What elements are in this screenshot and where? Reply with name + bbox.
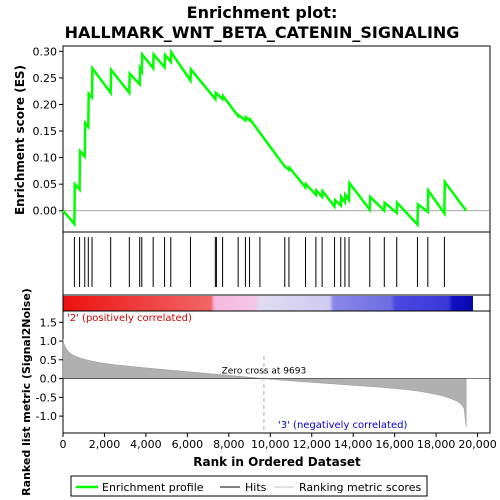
es-y-tick-label: 0.20 [33, 98, 58, 111]
legend: Enrichment profile Hits Ranking metric s… [70, 475, 428, 497]
hits-panel [62, 231, 491, 296]
metric-y-tick-label: -1.0 [36, 410, 57, 423]
negative-correlated-label: '3' (negatively correlated) [278, 420, 407, 431]
metric-y-axis-label: Ranked list metric (Signal2Noise) [20, 288, 33, 496]
es-y-tick-label: 0.30 [33, 45, 58, 58]
metric-panel: Zero cross at 9693 '2' (positively corre… [20, 288, 497, 496]
zero-cross-label: Zero cross at 9693 [222, 367, 307, 377]
x-tick-label: 16,000 [375, 438, 414, 451]
es-y-tick-label: 0.05 [33, 178, 58, 191]
es-panel-frame [62, 45, 491, 233]
ranking-metric-area [62, 339, 467, 428]
legend-frame [70, 475, 428, 497]
es-y-tick-label: 0.10 [33, 152, 58, 165]
rank-colorbar-strip [63, 296, 473, 311]
x-tick-label: 0 [60, 438, 67, 451]
x-tick-label: 6,000 [172, 438, 204, 451]
metric-y-tick-label: 1.0 [40, 335, 58, 348]
es-y-tick-label: 0.00 [33, 205, 58, 218]
legend-label-enrichment-profile: Enrichment profile [102, 481, 204, 494]
x-tick-label: 14,000 [334, 438, 373, 451]
x-tick-label: 8,000 [213, 438, 245, 451]
es-y-axis-label: Enrichment score (ES) [13, 65, 27, 215]
chart-title-line2: HALLMARK_WNT_BETA_CATENIN_SIGNALING [65, 23, 460, 42]
x-tick-label: 4,000 [130, 438, 162, 451]
positive-correlated-label: '2' (positively correlated) [67, 313, 192, 324]
enrichment-profile-line [62, 48, 468, 228]
x-tick-label: 18,000 [417, 438, 456, 451]
rank-colorbar [62, 294, 491, 312]
x-tick-label: 10,000 [251, 438, 290, 451]
metric-y-tick-label: 0.0 [40, 373, 58, 386]
metric-y-tick-label: 0.5 [40, 354, 58, 367]
hits-panel-frame [62, 231, 491, 296]
es-y-tick-label: 0.15 [33, 125, 58, 138]
x-axis-label: Rank in Ordered Dataset [193, 455, 361, 469]
metric-y-tick-label: 1.5 [40, 316, 58, 329]
es-y-tick-label: 0.25 [33, 72, 58, 85]
legend-label-hits: Hits [245, 481, 267, 494]
chart-title-line1: Enrichment plot: [187, 3, 338, 22]
metric-y-tick-label: -0.5 [36, 391, 57, 404]
x-tick-label: 2,000 [89, 438, 121, 451]
legend-label-ranking-metric: Ranking metric scores [299, 481, 421, 494]
x-tick-label: 12,000 [292, 438, 331, 451]
es-panel: 0.00 0.05 0.10 0.15 0.20 0.25 0.30 Enrichment … [13, 45, 491, 233]
x-tick-label: 20,000 [458, 438, 497, 451]
